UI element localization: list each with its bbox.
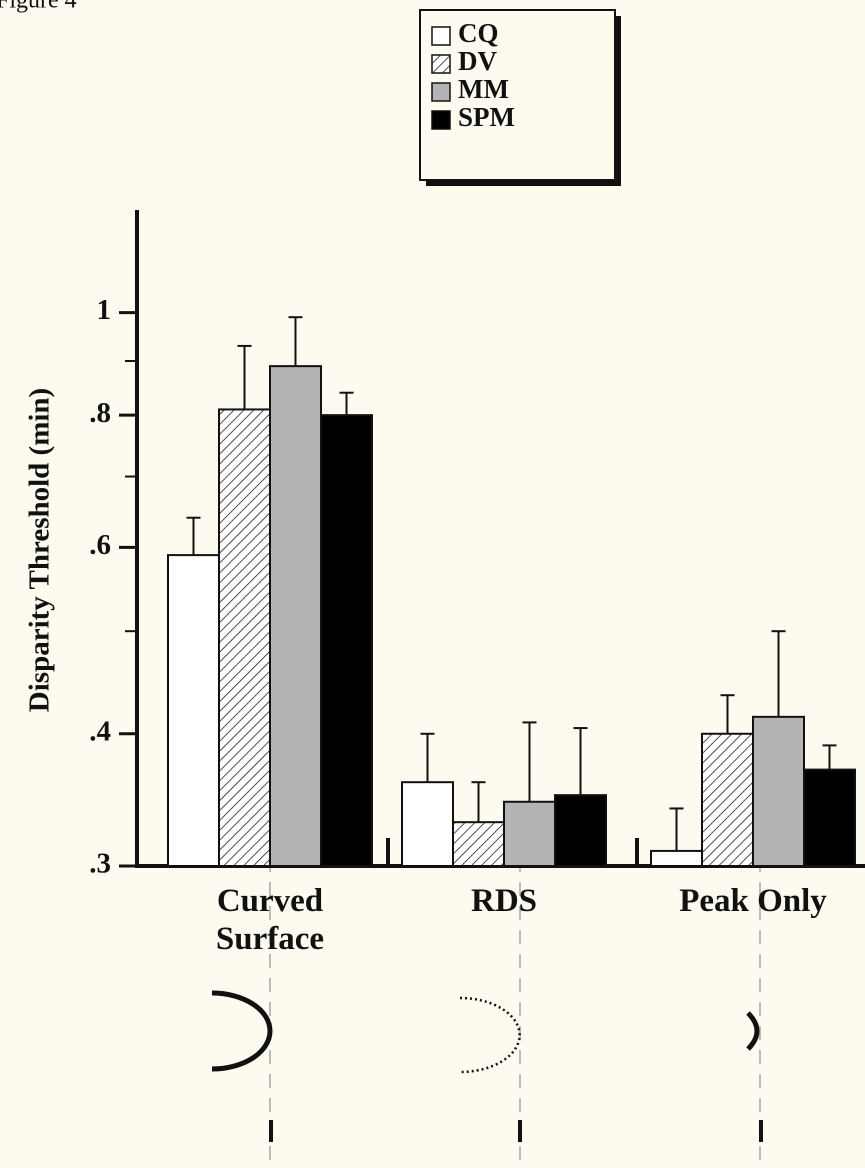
- y-tick-label: .6: [89, 529, 111, 561]
- y-tick-label: .4: [89, 715, 111, 747]
- legend-label: SPM: [458, 102, 515, 132]
- legend-label: DV: [458, 46, 497, 76]
- bar: [650, 849, 703, 867]
- legend-swatch: [431, 110, 451, 130]
- y-axis-label: Disparity Threshold (min): [24, 388, 56, 712]
- x-tick-label: Peak Only: [679, 883, 827, 919]
- bar: [218, 408, 271, 867]
- y-tick-label: .8: [89, 397, 111, 429]
- y-tick-label: 1: [97, 294, 112, 326]
- bar: [401, 781, 454, 867]
- legend-swatch: [431, 82, 451, 102]
- diagrams: [211, 810, 763, 1168]
- legend-label: CQ: [458, 18, 499, 48]
- bar: [503, 800, 556, 867]
- y-tick-label: .3: [89, 848, 111, 880]
- bar: [167, 554, 220, 867]
- curve-peak: [746, 1011, 760, 1051]
- bar: [803, 768, 856, 867]
- curve-rds: [459, 996, 521, 1074]
- bar: [320, 414, 373, 867]
- legend-swatch: [431, 54, 451, 74]
- legend: [419, 9, 616, 181]
- legend-swatch: [431, 26, 451, 46]
- figure-label: Figure 4: [0, 0, 77, 14]
- bar: [554, 794, 607, 868]
- bar: [269, 365, 322, 867]
- x-tick-label: RDS: [470, 883, 538, 919]
- legend-label: MM: [458, 74, 509, 104]
- x-tick-label: Curved Surface: [215, 883, 325, 957]
- curve-surface: [211, 990, 273, 1072]
- bar: [752, 715, 805, 867]
- bar: [701, 732, 754, 868]
- bar: [452, 821, 505, 868]
